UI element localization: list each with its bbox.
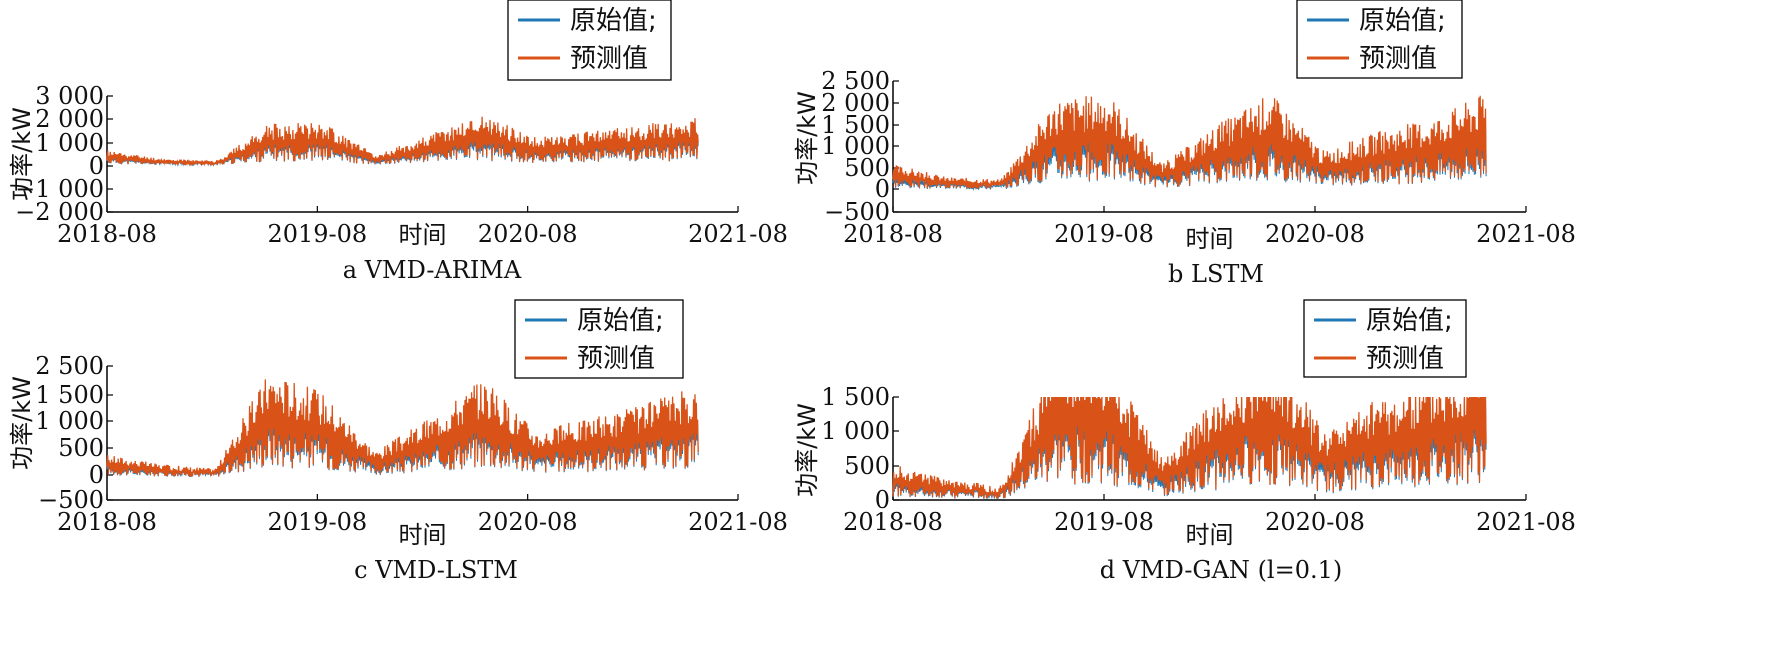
x-tick-label: 2018-08: [843, 220, 943, 248]
panel-caption: a VMD-ARIMA: [343, 256, 522, 284]
x-tick-label: 2019-08: [1054, 220, 1154, 248]
series-trace-predicted: [106, 379, 699, 478]
panel-caption: b LSTM: [1168, 260, 1264, 288]
y-tick-label: 2 000: [35, 105, 104, 133]
x-tick-label: 2019-08: [267, 508, 367, 536]
y-tick-label: 1 000: [35, 407, 104, 435]
series-trace-predicted: [892, 95, 1487, 189]
x-tick-label: 2018-08: [57, 220, 157, 248]
x-tick-label: 2020-08: [1265, 220, 1365, 248]
y-axis-label: 功率/kW: [8, 107, 36, 201]
x-tick-label: 2020-08: [1265, 508, 1365, 536]
x-tick-label: 2021-08: [688, 220, 788, 248]
y-tick-label: 0: [89, 152, 104, 180]
x-tick-label: 2018-08: [843, 508, 943, 536]
x-tick-label: 2021-08: [688, 508, 788, 536]
series-trace-original: [892, 396, 1487, 500]
x-axis-label: 时间: [1186, 225, 1234, 253]
y-tick-label: 1 000: [821, 132, 890, 160]
y-tick-label: 1 000: [821, 417, 890, 445]
y-axis-label: 功率/kW: [793, 91, 821, 185]
legend-box: [507, 0, 672, 81]
legend: 原始值; 预测值: [1296, 0, 1463, 79]
x-tick-label: 2020-08: [478, 220, 578, 248]
y-tick-label: 2 500: [35, 352, 104, 380]
x-tick-label: 2021-08: [1476, 220, 1576, 248]
y-tick-label: 0: [875, 486, 890, 514]
y-tick-label: 2 500: [821, 67, 890, 95]
y-tick-label: 0: [89, 461, 104, 489]
legend-label: 预测值: [577, 344, 655, 374]
y-tick-label: −1 000: [15, 175, 104, 203]
series-trace-original: [106, 389, 699, 478]
y-tick-label: 500: [58, 434, 104, 462]
x-tick-label: 2018-08: [57, 508, 157, 536]
y-tick-label: 3 000: [35, 82, 104, 110]
y-tick-label: 1 500: [821, 383, 890, 411]
y-tick-label: 500: [844, 452, 890, 480]
x-axis-label: 时间: [399, 221, 447, 249]
y-tick-label: 0: [875, 175, 890, 203]
y-tick-label: 1 500: [35, 381, 104, 409]
legend-label: 预测值: [570, 44, 648, 74]
legend-label: 预测值: [1359, 44, 1437, 74]
x-axis-label: 时间: [1186, 521, 1234, 549]
y-tick-label: −500: [824, 198, 890, 226]
x-tick-label: 2020-08: [478, 508, 578, 536]
panel-caption: c VMD-LSTM: [354, 556, 518, 584]
legend: 原始值; 预测值: [514, 299, 684, 379]
series-trace-predicted: [106, 116, 699, 167]
x-tick-label: 2021-08: [1476, 508, 1576, 536]
legend-box: [1296, 0, 1463, 79]
series-trace-original: [892, 111, 1487, 191]
y-tick-label: −500: [38, 486, 104, 514]
legend-label: 原始值;: [577, 306, 664, 336]
legend-box: [1303, 299, 1467, 378]
legend-label: 原始值;: [570, 6, 657, 36]
y-axis-label: 功率/kW: [8, 376, 36, 470]
y-tick-label: 500: [844, 154, 890, 182]
x-axis-label: 时间: [399, 521, 447, 549]
legend-box: [514, 299, 684, 379]
x-tick-label: 2019-08: [1054, 508, 1154, 536]
legend-label: 预测值: [1366, 344, 1444, 374]
panel-caption: d VMD-GAN (l=0.1): [1100, 556, 1343, 584]
series-trace-predicted: [892, 396, 1487, 499]
legend-label: 原始值;: [1359, 6, 1446, 36]
legend-label: 原始值;: [1366, 306, 1453, 336]
y-tick-label: 1 500: [821, 111, 890, 139]
legend: 原始值; 预测值: [1303, 299, 1467, 378]
legend: 原始值; 预测值: [507, 0, 672, 81]
y-tick-label: −2 000: [15, 198, 104, 226]
y-tick-label: 2 000: [821, 89, 890, 117]
x-tick-label: 2019-08: [267, 220, 367, 248]
y-axis-label: 功率/kW: [793, 403, 821, 497]
y-tick-label: 1 000: [35, 129, 104, 157]
